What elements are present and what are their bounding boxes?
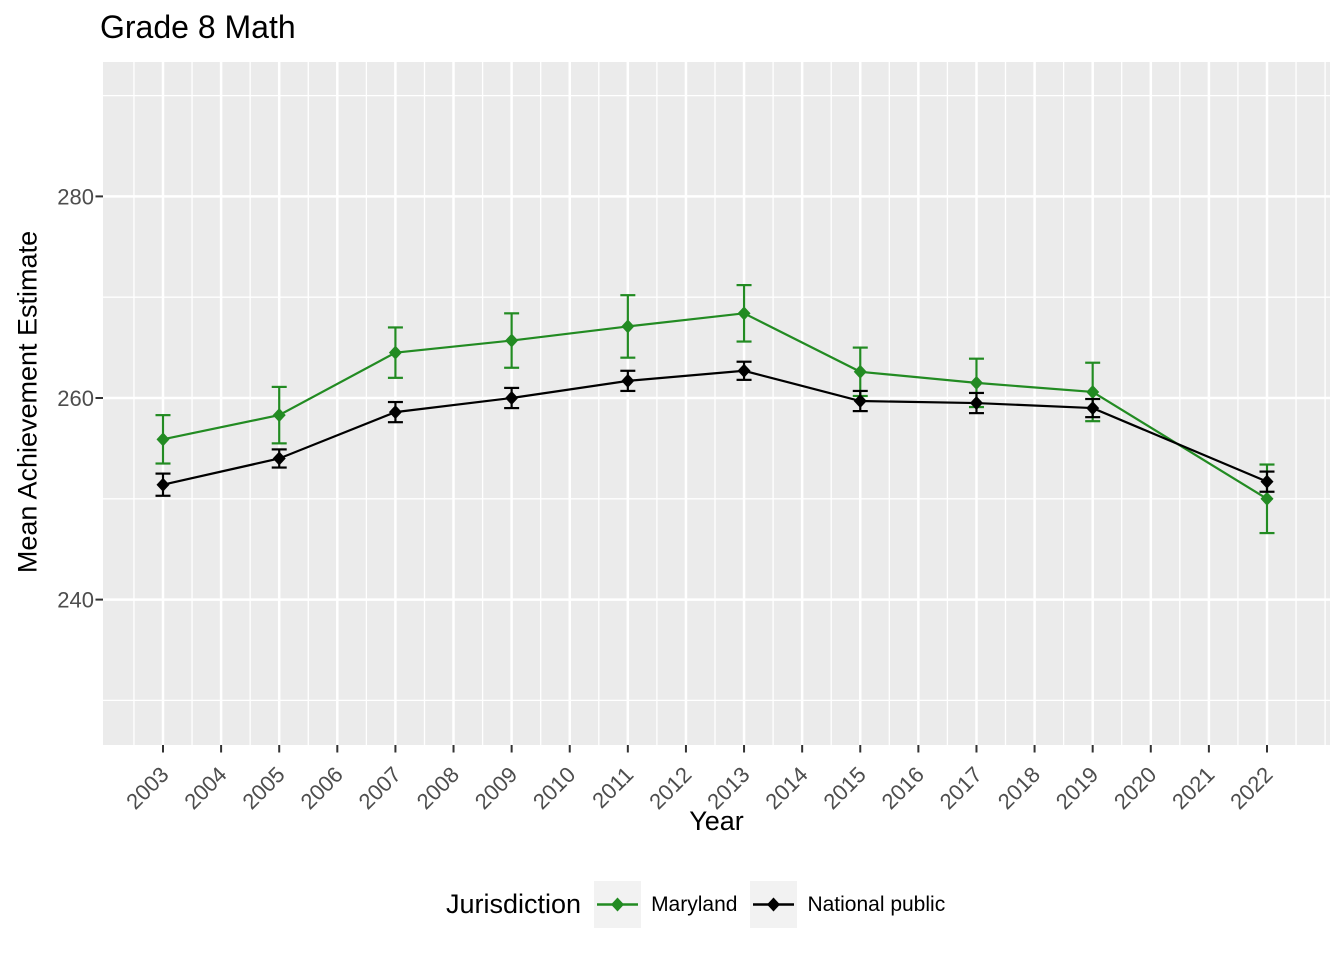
- national-public-line: [162, 369, 1268, 486]
- maryland-point-2013: [737, 306, 751, 321]
- national-public-point-2003: [156, 477, 170, 492]
- national-public-point-2022: [1260, 474, 1274, 489]
- chart-title: Grade 8 Math: [100, 9, 296, 45]
- y-axis-title: Mean Achievement Estimate: [12, 230, 43, 574]
- maryland-point-2011: [621, 319, 635, 334]
- y-tick-label: 240: [57, 588, 94, 613]
- maryland-line: [162, 312, 1268, 500]
- legend-label-national-public: National public: [807, 892, 946, 916]
- legend-label-maryland: Maryland: [651, 892, 738, 916]
- national-public-point-2017: [969, 396, 983, 411]
- legend-entry-maryland: Maryland: [594, 881, 737, 928]
- national-public-point-2011: [621, 373, 635, 388]
- legend-entry-national-public: National public: [750, 881, 945, 928]
- legend: Jurisdiction Maryland National public: [446, 881, 958, 928]
- y-tick-label: 280: [57, 184, 94, 209]
- national-public-point-2019: [1086, 401, 1100, 416]
- maryland-point-2022: [1260, 491, 1274, 506]
- maryland-point-2019: [1086, 384, 1100, 399]
- legend-key-maryland: [594, 881, 642, 928]
- plot-panel: [103, 62, 1330, 745]
- legend-key-national-public: [750, 881, 798, 928]
- national-public-point-2015: [853, 394, 867, 409]
- national-public-point-2007: [388, 405, 402, 420]
- national-public-key-glyph-icon: [753, 897, 795, 912]
- maryland-point-2005: [272, 408, 286, 423]
- maryland-point-2003: [156, 432, 170, 447]
- national-public-key-point: [767, 897, 781, 912]
- maryland-point-2015: [853, 364, 867, 379]
- plot-area: 2003 2004 2005 2006 2007 2008 2009 2010 2011 2012…: [57, 62, 1330, 814]
- maryland-key-point: [611, 897, 625, 912]
- maryland-point-2017: [969, 375, 983, 390]
- maryland-point-2007: [388, 345, 402, 360]
- x-axis-title: Year: [689, 806, 744, 836]
- y-tick-label: 260: [57, 386, 94, 411]
- national-public-point-2009: [505, 391, 519, 405]
- maryland-point-2009: [505, 333, 519, 348]
- maryland-key-glyph-icon: [597, 897, 639, 912]
- national-public-point-2013: [737, 363, 751, 378]
- legend-title: Jurisdiction: [446, 889, 582, 919]
- national-public-point-2005: [272, 451, 286, 466]
